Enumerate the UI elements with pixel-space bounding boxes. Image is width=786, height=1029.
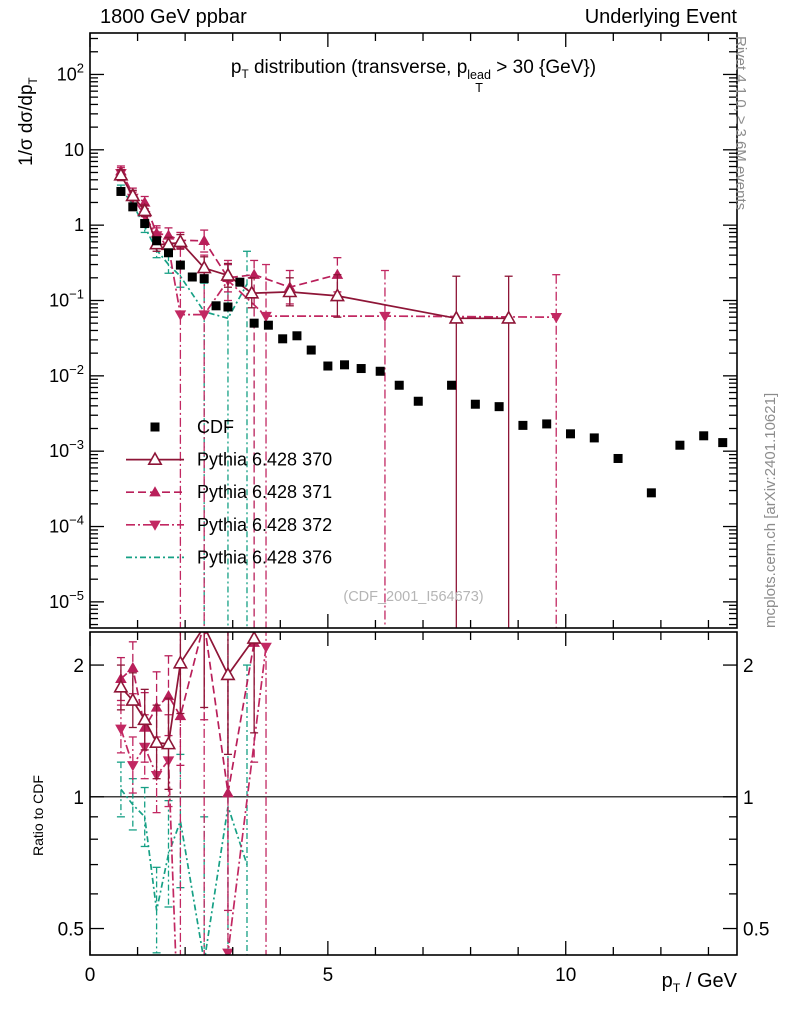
- x-tick-label: 5: [323, 965, 334, 986]
- pt-lead-symbol: lead T: [467, 67, 491, 95]
- ratio-tick-label: 2: [743, 656, 754, 677]
- y-tick-label: 102: [57, 60, 84, 84]
- legend: CDF Pythia 6.428 370 Pythia 6.428 371 Pythi…: [126, 417, 332, 567]
- x-tick-label: 10: [555, 965, 576, 986]
- ratio-tick-label: 1: [743, 788, 754, 809]
- beam-energy-label: 1800 GeV ppbar: [100, 6, 247, 28]
- title-text: p: [230, 57, 242, 78]
- y-tick-label: 10−2: [49, 362, 84, 386]
- ratio-tick-label: 0.5: [58, 920, 84, 941]
- panel-frame: [89, 631, 738, 956]
- y-tick-label: 10−1: [49, 286, 84, 310]
- ratio-tick-label: 1: [73, 788, 84, 809]
- ratio-tick-label: 2: [73, 656, 84, 677]
- y-tick-label: 10−4: [49, 513, 84, 537]
- mcplots-source-caption: mcplots.cern.ch [arXiv:2401.10621]: [762, 392, 779, 628]
- rivet-version-caption: Rivet 4.1.0, ≥ 3.6M events: [732, 36, 749, 211]
- title-sub: T: [241, 67, 249, 81]
- title-sup: lead: [467, 67, 491, 82]
- ylabel-text: 1/σ dσ/dp: [16, 84, 37, 166]
- legend-label: Pythia 6.428 372: [197, 515, 332, 535]
- legend-label: Pythia 6.428 376: [197, 547, 332, 567]
- xlabel-sub: T: [672, 981, 681, 995]
- ylabel-sub: T: [26, 77, 40, 85]
- legend-label: Pythia 6.428 371: [197, 482, 332, 502]
- title-text: > 30 {GeV}): [490, 57, 597, 78]
- main-panel-series: [113, 165, 728, 628]
- y-tick-label: 10−3: [49, 437, 84, 461]
- legend-label: CDF: [197, 417, 234, 437]
- panel-frame: [89, 32, 738, 629]
- y-axis-label-ratio: Ratio to CDF: [30, 775, 46, 856]
- title-sub: T: [475, 80, 483, 95]
- y-axis-label-main: 1/σ dσ/dpT: [16, 77, 40, 166]
- y-tick-label: 1: [74, 215, 84, 235]
- legend-label: Pythia 6.428 370: [197, 450, 332, 470]
- analysis-topic-label: Underlying Event: [584, 6, 737, 28]
- ratio-tick-label: 0.5: [743, 920, 769, 941]
- x-tick-label: 0: [85, 965, 96, 986]
- title-text: distribution (transverse, p: [248, 57, 468, 78]
- y-tick-label: 10−5: [49, 588, 84, 612]
- analysis-id-watermark: (CDF_2001_I564673): [343, 589, 484, 605]
- xlabel-text: / GeV: [680, 970, 737, 992]
- plot-title: pT distribution (transverse, p lead T > 30…: [90, 57, 737, 95]
- x-axis-label: pT / GeV: [662, 970, 737, 995]
- xlabel-text: p: [661, 970, 673, 992]
- y-tick-label: 10: [64, 140, 84, 160]
- ratio-panel-series: [90, 632, 737, 955]
